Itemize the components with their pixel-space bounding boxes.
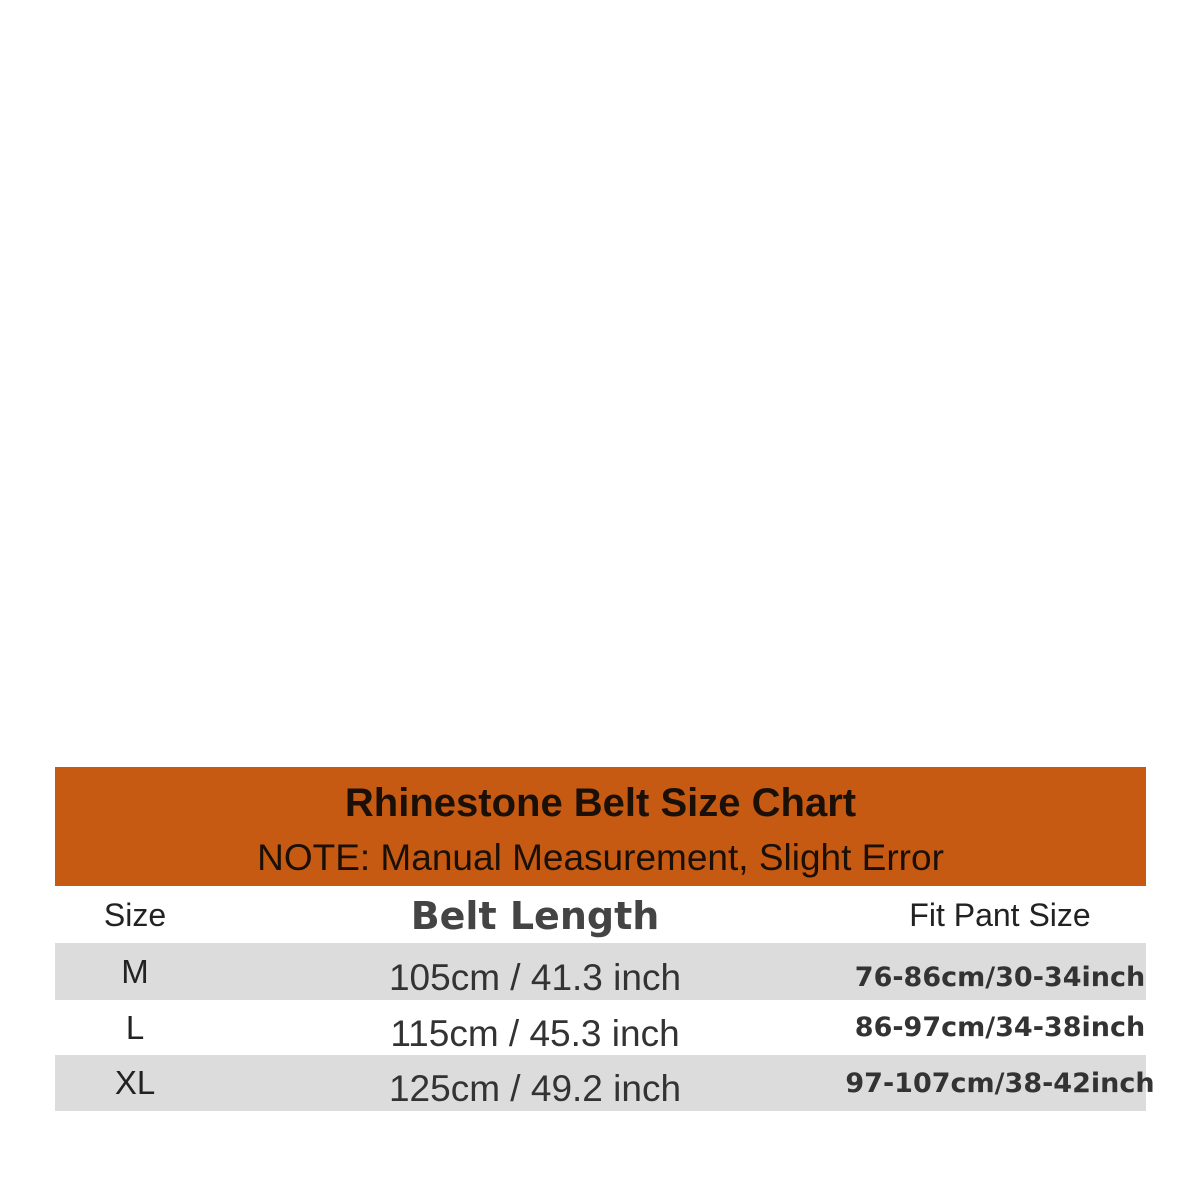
- belt-length-cell: 105cm / 41.3 inch: [388, 956, 682, 998]
- chart-note: NOTE: Manual Measurement, Slight Error: [257, 837, 944, 878]
- belt-length-cell: 115cm / 45.3 inch: [390, 1012, 680, 1054]
- fit-pant-size-cell: 86-97cm/34-38inch: [854, 1012, 1146, 1043]
- fit-pant-size-cell: 97-107cm/38-42inch: [845, 1067, 1155, 1099]
- belt-length-cell: 125cm / 49.2 inch: [388, 1068, 682, 1109]
- size-cell: L: [125, 1008, 145, 1046]
- table-header-row: Size Belt Length Fit Pant Size: [55, 888, 1146, 943]
- column-header-fit-pant-size: Fit Pant Size: [909, 897, 1091, 933]
- size-chart-header: Rhinestone Belt Size Chart NOTE: Manual …: [55, 767, 1146, 886]
- size-cell: M: [121, 952, 149, 990]
- column-header-size: Size: [103, 897, 167, 933]
- column-header-belt-length: Belt Length: [410, 893, 660, 938]
- table-row: XL 125cm / 49.2 inch 97-107cm/38-42inch: [55, 1055, 1155, 1111]
- fit-pant-size-cell: 76-86cm/30-34inch: [854, 962, 1146, 993]
- size-cell: XL: [114, 1064, 156, 1101]
- table-row: M 105cm / 41.3 inch 76-86cm/30-34inch: [55, 943, 1146, 1000]
- chart-title: Rhinestone Belt Size Chart: [344, 781, 857, 825]
- table-row: L 115cm / 45.3 inch 86-97cm/34-38inch: [55, 1000, 1146, 1055]
